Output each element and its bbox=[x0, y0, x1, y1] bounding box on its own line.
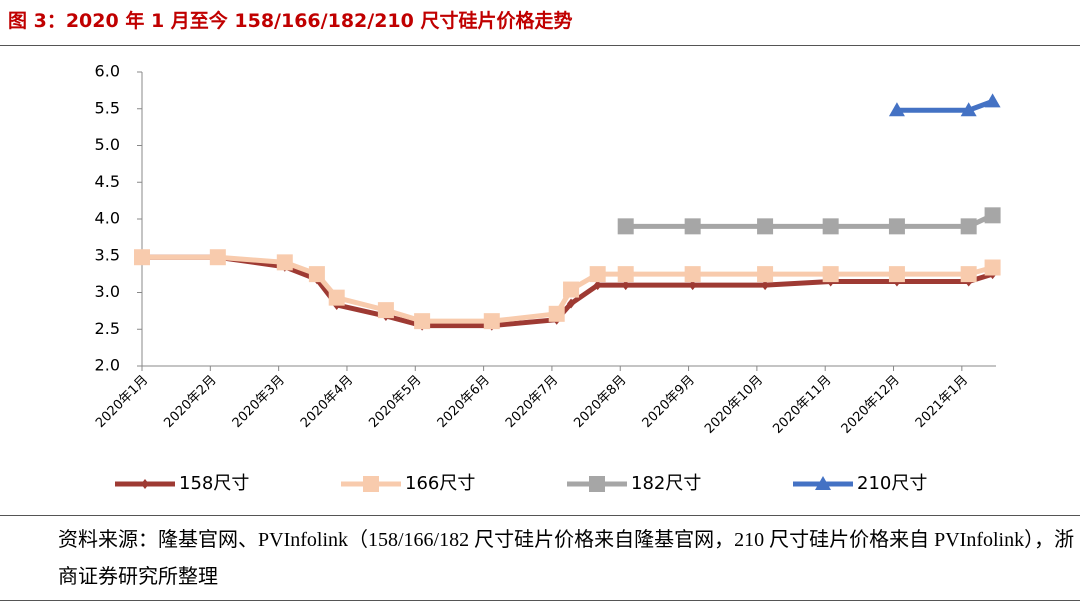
marker bbox=[984, 207, 1001, 224]
marker bbox=[617, 266, 634, 283]
legend-label: 166尺寸 bbox=[405, 473, 475, 494]
y-tick-label: 5.5 bbox=[95, 98, 120, 117]
y-tick-label: 2.5 bbox=[95, 319, 120, 338]
marker bbox=[984, 93, 1001, 108]
x-tick-label: 2020年10月 bbox=[702, 373, 766, 437]
marker bbox=[688, 280, 697, 291]
marker bbox=[822, 218, 839, 235]
y-tick-label: 5.0 bbox=[95, 135, 120, 154]
marker bbox=[209, 249, 226, 266]
source-note: 资料来源：隆基官网、PVInfolink（158/166/182 尺寸硅片价格来… bbox=[58, 529, 1075, 588]
marker bbox=[377, 302, 394, 319]
marker bbox=[483, 313, 500, 330]
marker bbox=[888, 266, 905, 283]
y-tick-label: 6.0 bbox=[95, 62, 120, 81]
x-tick-label: 2020年3月 bbox=[230, 373, 288, 431]
marker bbox=[684, 266, 701, 283]
x-tick-label: 2020年4月 bbox=[298, 373, 356, 431]
marker bbox=[684, 218, 701, 235]
rule bbox=[0, 600, 1080, 601]
y-tick-label: 4.0 bbox=[95, 209, 120, 228]
marker bbox=[888, 102, 905, 117]
marker bbox=[308, 266, 325, 283]
marker bbox=[888, 218, 905, 235]
marker bbox=[593, 280, 602, 291]
chart: 2.0 2.5 3.0 3.5 4.0 4.5 5.0 5.5 6.0 2020年1月 2020年2… bbox=[93, 62, 1001, 494]
legend-marker bbox=[363, 476, 379, 492]
marker bbox=[134, 249, 150, 266]
marker bbox=[761, 280, 770, 291]
marker bbox=[621, 280, 630, 291]
series-line bbox=[625, 213, 994, 229]
chart-title: 图 3：2020 年 1 月至今 158/166/182/210 尺寸硅片价格走… bbox=[8, 10, 573, 32]
marker bbox=[617, 218, 634, 235]
y-tick-label: 3.0 bbox=[95, 282, 120, 301]
marker bbox=[960, 102, 977, 117]
x-tick-label: 2020年8月 bbox=[571, 373, 629, 431]
x-tick-label: 2020年2月 bbox=[161, 373, 219, 431]
marker bbox=[960, 266, 977, 283]
legend-label: 210尺寸 bbox=[857, 473, 927, 494]
marker bbox=[757, 218, 774, 235]
x-tick-label: 2020年1月 bbox=[93, 373, 151, 431]
marker bbox=[984, 259, 1001, 276]
legend-marker bbox=[589, 476, 605, 492]
x-tick-label: 2020年5月 bbox=[366, 373, 424, 431]
marker bbox=[328, 289, 345, 306]
marker bbox=[276, 254, 293, 271]
x-tick-label: 2020年12月 bbox=[839, 373, 903, 437]
legend-marker bbox=[141, 479, 149, 489]
legend-label: 158尺寸 bbox=[179, 473, 249, 494]
marker bbox=[563, 281, 580, 298]
legend-marker bbox=[815, 476, 831, 490]
x-tick-label: 2021年1月 bbox=[913, 373, 971, 431]
y-tick-label: 3.5 bbox=[95, 245, 120, 264]
rule bbox=[0, 45, 1080, 46]
marker bbox=[567, 298, 576, 309]
x-tick-label: 2020年9月 bbox=[640, 373, 698, 431]
x-tick-label: 2020年11月 bbox=[770, 373, 834, 437]
marker bbox=[757, 266, 774, 283]
marker bbox=[414, 313, 431, 330]
x-tick-label: 2020年6月 bbox=[435, 373, 493, 431]
x-tick-label: 2020年7月 bbox=[503, 373, 561, 431]
legend-label: 182尺寸 bbox=[631, 473, 701, 494]
marker bbox=[589, 266, 606, 283]
marker bbox=[960, 218, 977, 235]
marker bbox=[548, 305, 565, 322]
rule bbox=[0, 515, 1080, 516]
y-tick-label: 4.5 bbox=[95, 172, 120, 191]
y-tick-label: 2.0 bbox=[95, 356, 120, 375]
marker bbox=[822, 266, 839, 283]
series-line bbox=[896, 99, 994, 113]
